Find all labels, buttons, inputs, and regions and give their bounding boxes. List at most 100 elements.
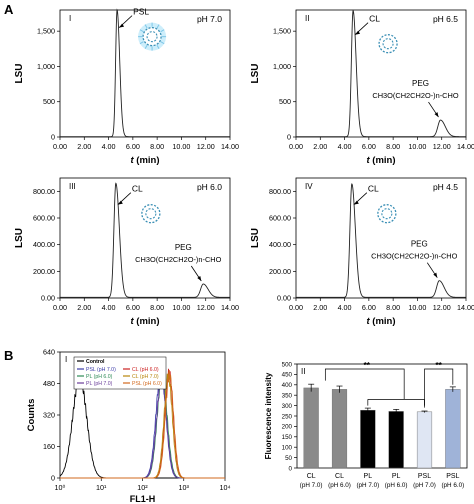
liposome-peg-strand	[139, 41, 144, 45]
category-label: PSL	[446, 473, 459, 480]
peak-arrowhead	[119, 23, 125, 28]
x-tick-label: 0.00	[53, 303, 67, 312]
significance-bracket	[424, 368, 454, 406]
flow-histogram: 10⁰ 10¹ 10² 10³ 10⁴ 0 160 320 480 640 Counts FL1-H I…	[26, 348, 231, 504]
y-tick-label: 1,500	[37, 27, 55, 36]
category-sublabel: (pH 6.0)	[441, 482, 464, 489]
ph-label: pH 7.0	[197, 14, 222, 24]
y-tick-label: 800.00	[33, 187, 55, 196]
liposome-inner-icon	[146, 31, 158, 43]
y-tick-label: 250	[282, 413, 293, 420]
y-tick-label: 50	[285, 455, 292, 462]
liposome-peg-strand	[144, 24, 148, 29]
y-tick-label: 0	[287, 133, 291, 142]
y-tick-label: 1,000	[37, 62, 55, 71]
category-sublabel: (pH 7.0)	[356, 482, 379, 489]
x-tick-label: 10²	[137, 483, 148, 492]
bar	[388, 411, 404, 469]
x-tick-label: 12.00	[197, 303, 215, 312]
panel-roman: I	[69, 14, 71, 23]
liposome-peg-strand	[156, 45, 160, 50]
y-tick-label: 150	[282, 434, 293, 441]
x-tick-label: 4.00	[338, 142, 352, 151]
category-label: PL	[392, 473, 401, 480]
y-tick-label: 400	[282, 382, 293, 389]
y-tick-label: 200.00	[269, 267, 291, 276]
x-axis-label: t (min)	[366, 155, 395, 166]
category-sublabel: (pH 7.0)	[300, 482, 323, 489]
liposome-inner-icon	[382, 38, 394, 50]
y-tick-label: 1,500	[273, 27, 291, 36]
chromatogram-2: 0.00 2.00 4.00 6.00 8.00 10.00 12.00 14.00 0 500 1…	[250, 9, 474, 166]
x-tick-label: 0.00	[289, 142, 303, 151]
x-axis-label: t (min)	[130, 316, 159, 327]
x-axis-label: t (min)	[366, 316, 395, 327]
significance-label: **	[364, 361, 371, 370]
peak-arrowhead	[353, 200, 359, 205]
legend-entry: PL (pH 6.0)	[86, 374, 113, 380]
bar	[303, 387, 319, 469]
y-tick-label: 600.00	[269, 214, 291, 223]
legend-entry: PSL (pH 6.0)	[132, 381, 162, 387]
legend-entry: PSL (pH 7.0)	[86, 367, 116, 373]
y-axis-label: LSU	[250, 228, 261, 248]
y-tick-label: 0	[51, 474, 55, 483]
liposome-peg-strand	[160, 41, 165, 45]
x-tick-label: 2.00	[313, 142, 327, 151]
legend-entry: PL (pH 7.0)	[86, 381, 113, 387]
y-tick-label: 200	[282, 424, 293, 431]
x-tick-label: 2.00	[77, 303, 91, 312]
y-tick-label: 320	[43, 411, 55, 420]
peg-formula: CH3O(CH2CH2O-)n-CHO	[372, 91, 458, 100]
x-tick-label: 6.00	[362, 142, 376, 151]
x-tick-label: 10.00	[408, 142, 426, 151]
y-tick-label: 0	[51, 133, 55, 142]
y-tick-label: 300	[282, 403, 293, 410]
peg-formula: CH3O(CH2CH2O-)n-CHO	[371, 252, 457, 261]
chromatogram-3: 0.00 2.00 4.00 6.00 8.00 10.00 12.00 14.00 0.00 2…	[14, 177, 239, 327]
peak-label: CL	[132, 184, 143, 194]
y-tick-label: 0.00	[41, 294, 55, 303]
y-tick-label: 450	[282, 372, 293, 379]
x-tick-label: 4.00	[102, 303, 116, 312]
peak-label: CL	[368, 184, 379, 194]
y-tick-label: 500	[279, 97, 291, 106]
y-axis-label: Fluorescence intensity	[264, 372, 273, 459]
x-tick-label: 12.00	[197, 142, 215, 151]
category-sublabel: (pH 7.0)	[413, 482, 436, 489]
y-axis-label: LSU	[250, 64, 261, 84]
panel-roman: II	[301, 367, 305, 376]
chromatogram-trace	[60, 8, 230, 138]
peak-arrowhead	[117, 200, 123, 205]
chromatogram-1: 0.00 2.00 4.00 6.00 8.00 10.00 12.00 14.00 0 500 1…	[14, 7, 239, 166]
x-tick-label: 14.00	[457, 142, 474, 151]
y-tick-label: 800.00	[269, 187, 291, 196]
chromatogram-trace	[60, 182, 230, 298]
bar	[331, 389, 348, 469]
fluorescence-bar-chart: 0 50 100 150 200 250 300 350 400 450 500 Fluorescen…	[264, 361, 468, 489]
plot-frame	[295, 9, 467, 138]
y-tick-label: 500	[282, 361, 293, 368]
peg-arrowhead	[433, 272, 438, 278]
y-tick-label: 480	[43, 379, 55, 388]
chromatogram-trace	[296, 183, 466, 298]
x-tick-label: 10³	[179, 483, 190, 492]
x-axis-label: FL1-H	[130, 494, 156, 504]
bar	[445, 389, 461, 469]
liposome-peg-strand	[160, 29, 165, 33]
peg-formula: CH3O(CH2CH2O-)n-CHO	[135, 255, 221, 264]
y-tick-label: 100	[282, 445, 293, 452]
x-tick-label: 14.00	[221, 303, 239, 312]
legend-entry: Control	[86, 359, 105, 365]
x-tick-label: 0.00	[53, 142, 67, 151]
x-tick-label: 14.00	[457, 303, 474, 312]
panel-roman: I	[65, 355, 67, 364]
panel-roman: III	[69, 182, 76, 191]
plot-frame	[295, 177, 467, 299]
x-tick-label: 4.00	[338, 303, 352, 312]
y-tick-label: 1,000	[273, 62, 291, 71]
y-tick-label: 400.00	[269, 240, 291, 249]
y-tick-label: 160	[43, 442, 55, 451]
y-axis-label: LSU	[14, 64, 25, 84]
